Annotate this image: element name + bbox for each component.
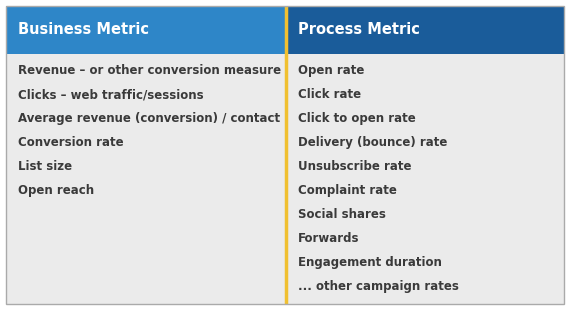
- Text: Open rate: Open rate: [298, 64, 365, 77]
- Text: Revenue – or other conversion measure: Revenue – or other conversion measure: [18, 64, 281, 77]
- Text: Delivery (bounce) rate: Delivery (bounce) rate: [298, 136, 447, 149]
- Text: Business Metric: Business Metric: [18, 23, 149, 38]
- Bar: [6, 54, 286, 304]
- Text: ... other campaign rates: ... other campaign rates: [298, 280, 459, 293]
- Text: Clicks – web traffic/sessions: Clicks – web traffic/sessions: [18, 88, 203, 101]
- Text: Social shares: Social shares: [298, 208, 386, 221]
- Text: Average revenue (conversion) / contact: Average revenue (conversion) / contact: [18, 112, 280, 125]
- Text: Open reach: Open reach: [18, 184, 94, 197]
- Text: Conversion rate: Conversion rate: [18, 136, 124, 149]
- Bar: [286, 6, 564, 54]
- Text: Process Metric: Process Metric: [298, 23, 420, 38]
- Bar: [286, 54, 564, 304]
- Text: Unsubscribe rate: Unsubscribe rate: [298, 160, 412, 173]
- Bar: [6, 6, 286, 54]
- Text: Complaint rate: Complaint rate: [298, 184, 397, 197]
- Text: Click to open rate: Click to open rate: [298, 112, 416, 125]
- Text: Forwards: Forwards: [298, 232, 360, 245]
- Text: List size: List size: [18, 160, 72, 173]
- Text: Engagement duration: Engagement duration: [298, 256, 442, 269]
- Text: Click rate: Click rate: [298, 88, 361, 101]
